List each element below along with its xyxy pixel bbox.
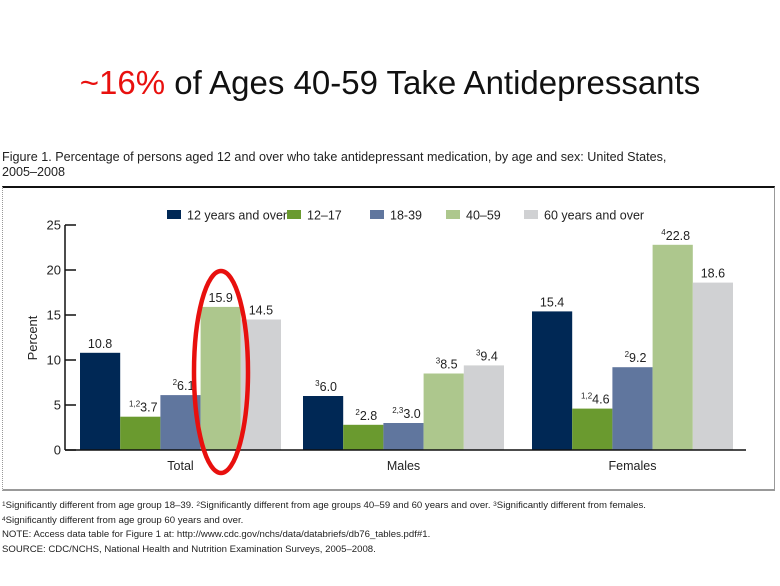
footnote-marker: 2 [196,501,201,508]
footnote-3: Significantly different from females. [496,500,646,511]
bars [80,244,733,450]
data-label-value: 2.8 [360,409,377,423]
bar [532,311,573,450]
legend-swatch [167,210,181,219]
data-label-value: 9.2 [629,351,646,365]
legend-label: 40–59 [466,209,501,223]
chart-frame [2,186,775,491]
data-label-superscript: 1,2 [581,392,593,401]
footnote-1: Significantly different from age group 1… [5,500,197,511]
data-label-value: 8.5 [440,358,457,372]
legend-swatch [524,210,538,219]
footnote-line1: 1Significantly different from age group … [2,499,778,514]
data-label: 1,23.7 [129,400,158,415]
bar [80,352,121,450]
legend-label: 12–17 [307,209,342,223]
chart-legend: 12 years and over 12–17 18-39 40–59 60 years… [167,209,644,223]
footnotes: 1Significantly different from age group … [2,499,778,557]
bar [200,306,241,450]
footnote-line2: 4Significantly different from age group … [2,514,778,529]
data-label: 15.4 [540,295,564,309]
y-tick-label: 10 [47,353,61,368]
title-highlight: ~16% [79,64,166,101]
data-label: 36.0 [315,379,337,394]
bar [463,365,504,450]
footnote-marker: 1 [2,501,6,508]
y-tick-label: 15 [47,308,61,323]
data-label-superscript: 1,2 [129,400,141,409]
data-label: 10.8 [88,337,112,351]
data-label: 1,24.6 [581,392,610,407]
data-label: 14.5 [249,304,273,318]
data-label-superscript: 2 [625,350,630,359]
figure-caption-line2: 2005–2008 [2,165,66,179]
title-rest: of Ages 40-59 Take Antidepressants [165,64,701,101]
y-tick-label: 0 [54,443,61,458]
note-line: NOTE: Access data table for Figure 1 at:… [2,529,431,540]
axes: Total Males Females 0 5 10 15 20 25 [47,218,746,473]
figure-caption-line1: Figure 1. Percentage of persons aged 12 … [2,150,667,164]
data-label-value: 6.1 [177,379,194,393]
data-label-superscript: 2 [173,378,178,387]
footnote-2: Significantly different from age groups … [200,500,494,511]
source-line: SOURCE: CDC/NCHS, National Health and Nu… [2,543,376,555]
y-tick-label: 20 [47,263,61,278]
legend-swatch [446,210,460,219]
legend-label: 12 years and over [187,209,287,223]
data-label: 22.8 [355,408,377,423]
legend-swatch [370,210,384,219]
figure-caption: Figure 1. Percentage of persons aged 12 … [2,150,778,180]
data-label-superscript: 4 [661,228,666,237]
data-label: 422.8 [661,228,690,243]
data-label-superscript: 3 [315,379,320,388]
legend-label: 60 years and over [544,209,644,223]
slide-title: ~16% of Ages 40-59 Take Antidepressants [0,64,780,102]
footnote-4: Significantly different from age group 6… [5,514,244,526]
x-tick-label: Males [387,459,420,473]
highlight-ellipse [191,268,251,476]
data-label-value: 4.6 [592,393,609,407]
bar [343,424,384,450]
data-label: 2,33.0 [392,406,421,421]
data-label-value: 3.0 [403,407,420,421]
legend-label: 18-39 [390,209,422,223]
y-tick-label: 25 [47,218,61,233]
data-label-superscript: 2,3 [392,406,404,415]
bar [303,396,344,450]
data-label-superscript: 3 [436,357,441,366]
data-label-value: 6.0 [320,380,337,394]
bar [612,367,653,450]
y-tick-label: 5 [54,398,61,413]
bar [423,373,464,450]
bar [652,244,693,450]
data-labels: 10.81,23.726.115.914.536.022.8 2,33.038.5… [88,228,725,423]
data-label-superscript: 2 [355,408,360,417]
data-label: 29.2 [625,350,647,365]
y-axis-label: Percent [25,315,40,360]
data-label-superscript: 3 [476,348,481,357]
bar [572,408,613,450]
legend-swatch [287,210,301,219]
x-tick-label: Females [609,459,657,473]
data-label: 15.9 [209,291,233,305]
x-tick-label: Total [167,459,193,473]
data-label-value: 22.8 [666,229,690,243]
footnote-marker: 4 [2,515,6,523]
footnote-marker: 3 [493,501,497,508]
data-label: 18.6 [701,267,725,281]
bar [692,282,733,450]
data-label: 38.5 [436,357,458,372]
data-label-value: 3.7 [140,401,157,415]
data-label-value: 9.4 [480,349,497,363]
data-label: 39.4 [476,348,498,363]
data-label: 26.1 [173,378,195,393]
bar [120,416,161,450]
bar [383,423,424,450]
